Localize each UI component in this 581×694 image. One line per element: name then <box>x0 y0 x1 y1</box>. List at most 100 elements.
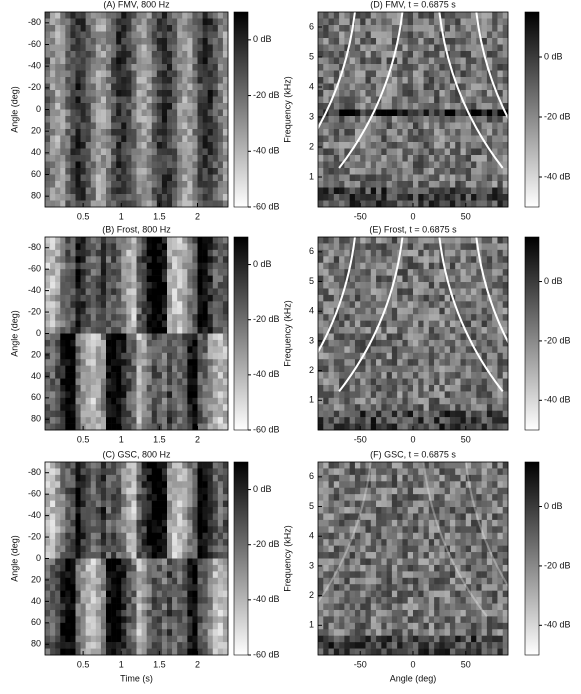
heatmap-cell <box>476 398 482 405</box>
heatmap-cell <box>424 142 430 149</box>
heatmap-cell <box>70 175 75 182</box>
heatmap-image <box>45 12 228 207</box>
heatmap-cell <box>50 353 55 360</box>
heatmap-cell <box>424 155 430 162</box>
heatmap-cell <box>86 481 91 488</box>
heatmap-cell <box>182 481 187 488</box>
heatmap-cell <box>198 38 203 45</box>
heatmap-cell <box>157 12 162 19</box>
heatmap-cell <box>208 136 213 143</box>
heatmap-cell <box>65 513 70 520</box>
heatmap-cell <box>147 162 152 169</box>
heatmap-cell <box>65 103 70 110</box>
heatmap-cell <box>198 327 203 334</box>
heatmap-cell <box>397 295 403 302</box>
heatmap-cell <box>461 129 467 136</box>
heatmap-cell <box>329 175 335 182</box>
heatmap-cell <box>106 404 111 411</box>
heatmap-cell <box>492 201 498 208</box>
heatmap-cell <box>318 359 324 366</box>
y-tick-label: 6 <box>309 246 314 256</box>
heatmap-cell <box>397 282 403 289</box>
heatmap-cell <box>218 276 223 283</box>
heatmap-cell <box>450 250 456 257</box>
heatmap-cell <box>121 372 126 379</box>
heatmap-cell <box>177 321 182 328</box>
heatmap-cell <box>142 424 147 431</box>
heatmap-cell <box>96 77 101 84</box>
heatmap-cell <box>187 123 192 130</box>
heatmap-cell <box>86 155 91 162</box>
heatmap-cell <box>476 295 482 302</box>
heatmap-cell <box>339 359 345 366</box>
heatmap-cell <box>461 308 467 315</box>
heatmap-cell <box>177 546 182 553</box>
heatmap-cell <box>157 334 162 341</box>
heatmap-cell <box>111 295 116 302</box>
heatmap-cell <box>91 162 96 169</box>
heatmap-cell <box>223 58 228 65</box>
heatmap-cell <box>76 155 81 162</box>
heatmap-cell <box>329 385 335 392</box>
heatmap-cell <box>192 142 197 149</box>
heatmap-cell <box>187 552 192 559</box>
heatmap-cell <box>131 237 136 244</box>
heatmap-cell <box>355 372 361 379</box>
heatmap-cell <box>162 295 167 302</box>
heatmap-cell <box>142 404 147 411</box>
heatmap-cell <box>218 353 223 360</box>
heatmap-cell <box>70 116 75 123</box>
heatmap-cell <box>131 90 136 97</box>
heatmap-cell <box>157 129 162 136</box>
heatmap-cell <box>487 314 493 321</box>
heatmap-cell <box>402 391 408 398</box>
heatmap-cell <box>70 110 75 117</box>
heatmap-cell <box>91 494 96 501</box>
heatmap-cell <box>213 398 218 405</box>
heatmap-cell <box>492 188 498 195</box>
heatmap-cell <box>439 372 445 379</box>
heatmap-cell <box>471 25 477 32</box>
heatmap-cell <box>381 288 387 295</box>
heatmap-cell <box>371 45 377 52</box>
heatmap-cell <box>81 45 86 52</box>
heatmap-cell <box>55 142 60 149</box>
heatmap-cell <box>450 314 456 321</box>
heatmap-cell <box>162 520 167 527</box>
heatmap-cell <box>137 129 142 136</box>
heatmap-cell <box>461 194 467 201</box>
heatmap-cell <box>318 295 324 302</box>
y-tick-label: 5 <box>309 51 314 61</box>
heatmap-cell <box>65 366 70 373</box>
heatmap-cell <box>213 149 218 156</box>
heatmap-cell <box>360 269 366 276</box>
heatmap-cell <box>208 359 213 366</box>
heatmap-cell <box>208 45 213 52</box>
heatmap-cell <box>182 539 187 546</box>
heatmap-cell <box>157 321 162 328</box>
heatmap-cell <box>203 398 208 405</box>
heatmap-cell <box>96 84 101 91</box>
heatmap-cell <box>131 327 136 334</box>
heatmap-cell <box>487 411 493 418</box>
heatmap-cell <box>152 475 157 482</box>
heatmap-cell <box>177 116 182 123</box>
heatmap-cell <box>121 263 126 270</box>
heatmap-cell <box>55 494 60 501</box>
heatmap-cell <box>101 136 106 143</box>
heatmap-cell <box>142 533 147 540</box>
heatmap-cell <box>116 12 121 19</box>
heatmap-cell <box>70 385 75 392</box>
heatmap-cell <box>223 295 228 302</box>
heatmap-cell <box>387 19 393 26</box>
heatmap-cell <box>366 256 372 263</box>
heatmap-cell <box>116 168 121 175</box>
heatmap-cell <box>60 142 65 149</box>
heatmap-cell <box>355 32 361 39</box>
heatmap-cell <box>387 110 393 117</box>
heatmap-cell <box>418 282 424 289</box>
heatmap-cell <box>424 340 430 347</box>
heatmap-cell <box>487 116 493 123</box>
heatmap-cell <box>424 123 430 130</box>
heatmap-cell <box>413 391 419 398</box>
